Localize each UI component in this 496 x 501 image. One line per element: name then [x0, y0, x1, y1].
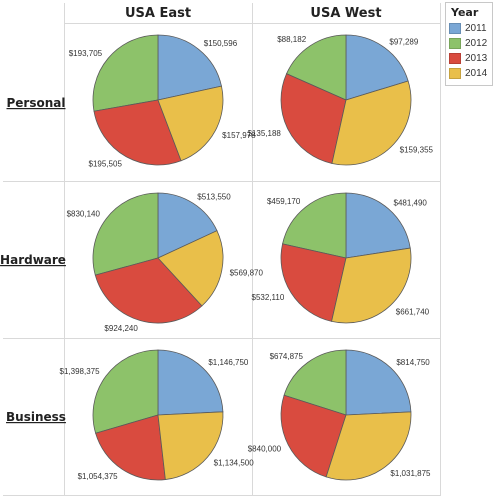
pie-value-label: $924,240	[104, 324, 138, 333]
column-header-usa-west: USA West	[310, 6, 381, 21]
pie-value-label: $513,550	[197, 192, 231, 201]
pie-value-label: $157,978	[222, 131, 256, 140]
pie-hardware-usa-west: $481,490 $459,170 $532,110 $661,740	[252, 192, 430, 324]
pie-slice-2011[interactable]	[345, 349, 412, 416]
row-header-business: Business	[6, 410, 66, 424]
pie-slice-2013[interactable]	[280, 394, 347, 478]
legend-title: Year	[451, 6, 479, 19]
pie-slice-2014[interactable]	[157, 230, 224, 307]
legend-label: 2013	[465, 53, 488, 64]
pie-value-label: $1,031,875	[390, 469, 431, 478]
pie-value-label: $1,398,375	[60, 367, 101, 376]
pie-slice-2013[interactable]	[95, 414, 166, 481]
pie-value-label: $1,054,375	[78, 472, 119, 481]
pie-slice-2012[interactable]	[286, 34, 347, 101]
pie-business-usa-west: $814,750 $674,875 $840,000 $1,031,875	[248, 349, 431, 481]
pie-value-label: $150,596	[204, 39, 238, 48]
legend-item-2011[interactable]: 2011	[446, 21, 492, 36]
pie-business-usa-east: $1,146,750 $1,398,375 $1,054,375 $1,134,500	[60, 349, 255, 481]
grid-lines	[3, 3, 441, 496]
legend-item-2013[interactable]: 2013	[446, 51, 492, 66]
column-header-usa-east: USA East	[125, 6, 191, 21]
pie-slice-2012[interactable]	[282, 192, 347, 259]
legend-item-2012[interactable]: 2012	[446, 36, 492, 51]
pie-slice-2011[interactable]	[345, 192, 411, 259]
pie-slice-2012[interactable]	[92, 192, 159, 276]
pie-value-label: $193,705	[69, 49, 103, 58]
pie-value-label: $159,355	[400, 146, 434, 155]
pie-slice-2011[interactable]	[157, 192, 218, 259]
pie-value-label: $135,188	[247, 129, 281, 138]
pie-slice-2011[interactable]	[345, 34, 409, 101]
legend-label: 2011	[465, 23, 487, 34]
pie-slice-2014[interactable]	[157, 85, 224, 162]
legend-swatch	[449, 68, 461, 79]
pie-slice-2012[interactable]	[92, 34, 159, 112]
pie-slice-2013[interactable]	[280, 243, 347, 322]
row-header-personal: Personal	[7, 96, 66, 110]
pie-personal-usa-west: $97,289 $88,182 $135,188 $159,355	[247, 34, 434, 166]
pie-slice-2011[interactable]	[157, 349, 224, 416]
pie-value-label: $1,134,500	[214, 458, 255, 467]
pie-slice-2013[interactable]	[93, 99, 182, 166]
pie-value-label: $532,110	[252, 293, 285, 302]
pie-value-label: $1,146,750	[208, 358, 249, 367]
legend-label: 2012	[465, 38, 488, 49]
legend-swatch	[449, 38, 461, 49]
row-header-hardware: Hardware	[0, 253, 66, 267]
pie-slice-2014[interactable]	[331, 247, 412, 324]
pie-slice-2013[interactable]	[280, 73, 347, 164]
pie-value-label: $830,140	[67, 210, 101, 219]
pie-value-label: $661,740	[396, 307, 430, 316]
legend-swatch	[449, 53, 461, 64]
pie-value-label: $814,750	[396, 358, 430, 367]
pie-slice-2013[interactable]	[94, 257, 203, 324]
legend-item-2014[interactable]: 2014	[446, 66, 492, 81]
pie-value-label: $840,000	[248, 444, 282, 453]
pie-value-label: $569,870	[230, 268, 264, 277]
pie-slice-2014[interactable]	[325, 411, 412, 481]
pie-slice-2012[interactable]	[283, 349, 347, 416]
pie-slice-2012[interactable]	[92, 349, 159, 434]
pie-value-label: $195,505	[89, 159, 123, 168]
pie-value-label: $88,182	[277, 35, 306, 44]
pie-value-label: $97,289	[389, 37, 418, 46]
pie-personal-usa-east: $150,596 $193,705 $195,505 $157,978	[69, 34, 256, 168]
pie-hardware-usa-east: $513,550 $830,140 $924,240 $569,870	[67, 192, 264, 333]
pie-slice-2011[interactable]	[157, 34, 222, 101]
pie-value-label: $674,875	[270, 352, 304, 361]
legend: Year 2011 2012 2013 2014	[445, 2, 493, 86]
legend-label: 2014	[465, 68, 488, 79]
pie-value-label: $459,170	[267, 197, 301, 206]
pie-slice-2014[interactable]	[331, 80, 412, 166]
pie-value-label: $481,490	[394, 199, 428, 208]
pie-slice-2014[interactable]	[157, 411, 224, 481]
legend-swatch	[449, 23, 461, 34]
